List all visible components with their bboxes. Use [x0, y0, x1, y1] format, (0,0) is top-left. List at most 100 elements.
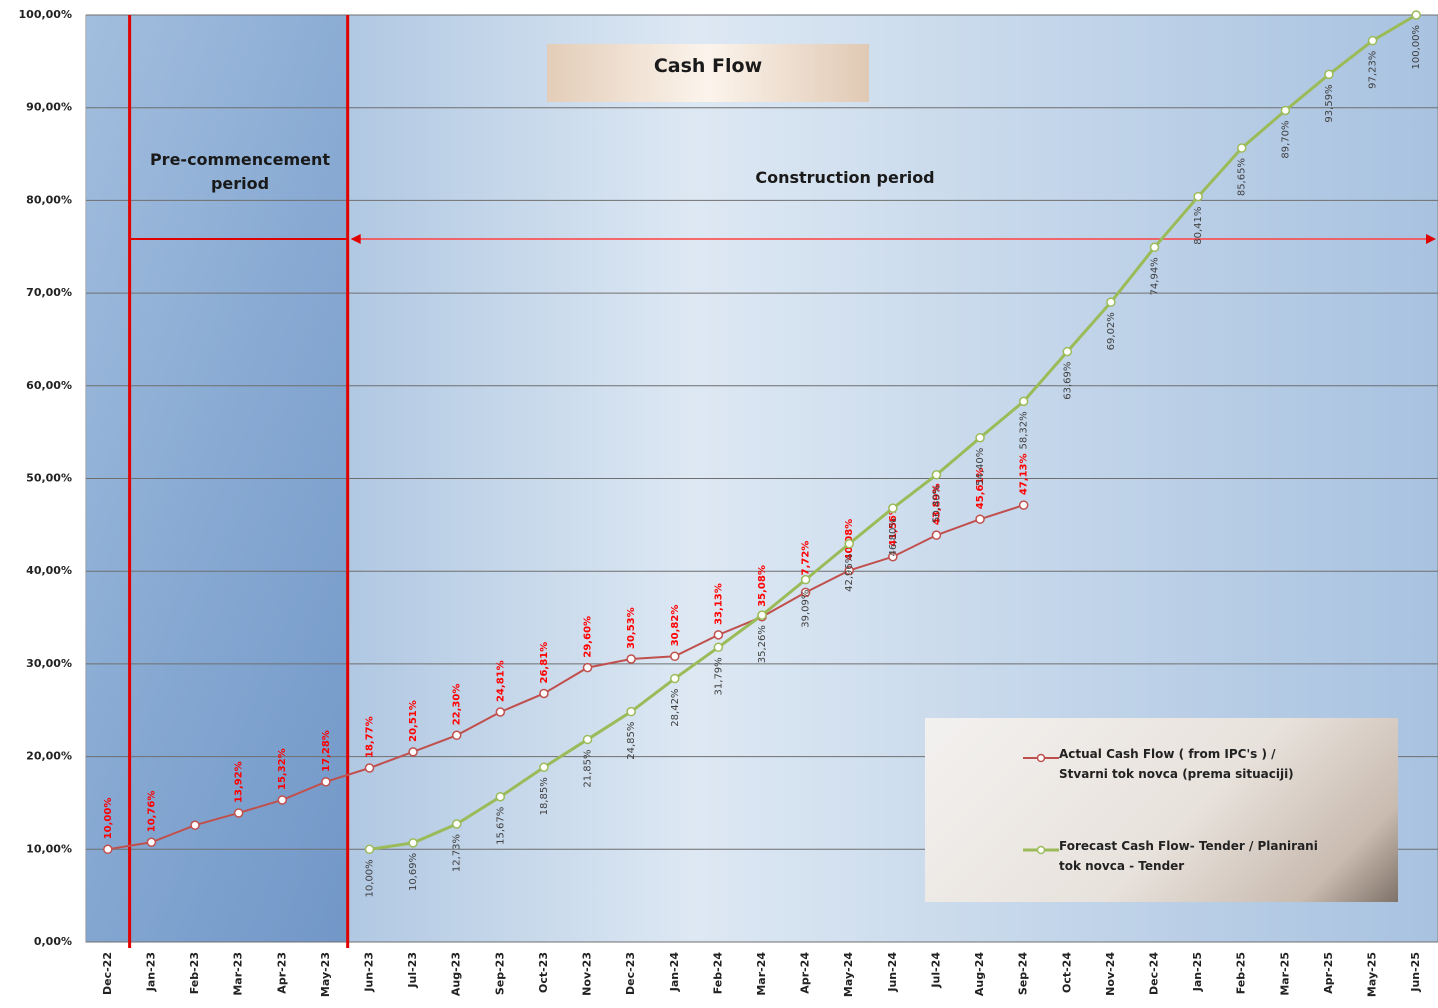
- data-label: 29,60%: [583, 616, 594, 658]
- data-point: [539, 762, 549, 773]
- data-label: 85,65%: [1237, 158, 1248, 196]
- data-label: 46,80%: [888, 518, 899, 556]
- legend: Actual Cash Flow ( from IPC's ) / Stvarn…: [925, 718, 1398, 902]
- data-label: 89,70%: [1280, 120, 1291, 158]
- data-label: 10,00%: [103, 798, 114, 840]
- x-tick-label: May-23: [319, 952, 332, 997]
- y-tick-label: 30,00%: [26, 657, 72, 670]
- data-point: [408, 747, 418, 757]
- data-label: 97,23%: [1368, 51, 1379, 89]
- x-tick-label: Apr-25: [1322, 952, 1335, 994]
- x-tick-label: Aug-24: [973, 952, 986, 996]
- data-label: 45,61%: [975, 468, 986, 510]
- x-tick-label: Nov-23: [581, 952, 594, 996]
- data-point: [1018, 396, 1029, 407]
- data-label: 74,94%: [1150, 257, 1161, 295]
- data-label: 15,67%: [495, 807, 506, 845]
- data-label: 33,13%: [713, 583, 724, 625]
- data-point: [146, 837, 157, 848]
- data-label: 12,73%: [452, 834, 463, 872]
- arrow-head: [1426, 234, 1436, 244]
- data-point: [539, 688, 549, 699]
- x-tick-label: Jul-24: [929, 952, 942, 989]
- x-tick-label: Sep-24: [1017, 952, 1030, 995]
- x-tick-label: Jun-24: [886, 952, 899, 993]
- data-point: [1411, 10, 1421, 20]
- data-point: [321, 777, 331, 787]
- x-tick-label: Feb-23: [188, 952, 201, 994]
- data-point: [1018, 500, 1029, 510]
- data-point: [626, 706, 636, 717]
- data-point: [408, 838, 418, 848]
- data-label: 47,13%: [1019, 453, 1030, 495]
- data-point: [103, 844, 113, 855]
- data-label: 20,51%: [408, 700, 419, 742]
- data-point: [451, 730, 462, 741]
- y-tick-label: 70,00%: [26, 286, 72, 299]
- data-point: [975, 514, 985, 524]
- data-label: 22,30%: [452, 684, 463, 726]
- y-tick-label: 10,00%: [26, 842, 72, 855]
- data-point: [670, 651, 680, 662]
- data-point: [1280, 105, 1291, 116]
- data-point: [1324, 69, 1334, 80]
- y-tick-label: 90,00%: [26, 101, 72, 114]
- data-label: 30,53%: [626, 607, 637, 649]
- data-label: 10,69%: [408, 853, 419, 891]
- x-tick-label: Mar-23: [232, 952, 245, 996]
- x-tick-label: May-25: [1366, 952, 1379, 997]
- annotation: Pre-commencement period: [149, 150, 331, 193]
- data-point: [1062, 346, 1073, 357]
- data-point: [1367, 35, 1378, 46]
- data-label: 63,69%: [1062, 362, 1073, 400]
- data-label: 21,85%: [583, 749, 594, 787]
- data-label: 50,40%: [931, 485, 942, 523]
- data-point: [495, 791, 506, 802]
- y-tick-label: 60,00%: [26, 379, 72, 392]
- data-label: 35,26%: [757, 625, 768, 663]
- data-label: 17,28%: [321, 730, 332, 772]
- legend-item: Forecast Cash Flow- Tender / Planirani t…: [925, 836, 1398, 896]
- x-tick-label: Oct-24: [1060, 952, 1073, 993]
- data-label: 41,56%: [888, 505, 899, 547]
- legend-swatch: [1023, 753, 1059, 763]
- legend-label: Actual Cash Flow ( from IPC's ) / Stvarn…: [1059, 747, 1294, 781]
- data-point: [364, 763, 375, 773]
- x-tick-label: Dec-24: [1148, 952, 1161, 995]
- arrow-head: [350, 234, 361, 244]
- y-tick-label: 100,00%: [19, 8, 72, 21]
- series: 10,00% 10,76% 13,92% 15,32% 17,28% 18,77% 20,5…: [103, 10, 1422, 897]
- data-point: [800, 587, 811, 598]
- x-tick-label: Jan-23: [144, 952, 157, 992]
- data-point: [757, 610, 767, 620]
- x-tick-label: Feb-25: [1235, 952, 1248, 994]
- data-point: [975, 432, 985, 443]
- data-label: 24,81%: [495, 660, 506, 702]
- x-tick-label: Aug-23: [450, 952, 463, 996]
- data-point: [888, 503, 898, 513]
- data-point: [451, 819, 462, 829]
- data-point: [844, 539, 854, 549]
- y-tick-label: 40,00%: [26, 564, 72, 577]
- data-point: [713, 642, 724, 653]
- x-tick-label: Dec-23: [624, 952, 637, 995]
- x-tick-label: Jan-24: [668, 952, 681, 993]
- data-label: 26,81%: [539, 642, 550, 684]
- annotation: Construction period: [755, 168, 935, 187]
- grid: 0,00% 10,00% 20,00% 30,00% 40,00% 50,00% 60,00…: [19, 8, 1438, 997]
- data-label: 13,92%: [234, 761, 245, 803]
- data-label: 69,02%: [1106, 312, 1117, 350]
- x-tick-label: Jul-23: [406, 952, 419, 989]
- x-tick-label: Mar-25: [1278, 952, 1291, 996]
- data-label: 18,85%: [539, 777, 550, 815]
- data-point: [582, 734, 593, 745]
- data-point: [1236, 143, 1247, 153]
- data-point: [277, 795, 288, 805]
- y-tick-label: 0,00%: [34, 935, 72, 948]
- y-tick-label: 80,00%: [26, 193, 72, 206]
- data-point: [190, 820, 200, 830]
- data-label: 58,32%: [1019, 411, 1030, 449]
- data-label: 43,89%: [931, 483, 942, 525]
- data-label: 24,85%: [626, 722, 637, 760]
